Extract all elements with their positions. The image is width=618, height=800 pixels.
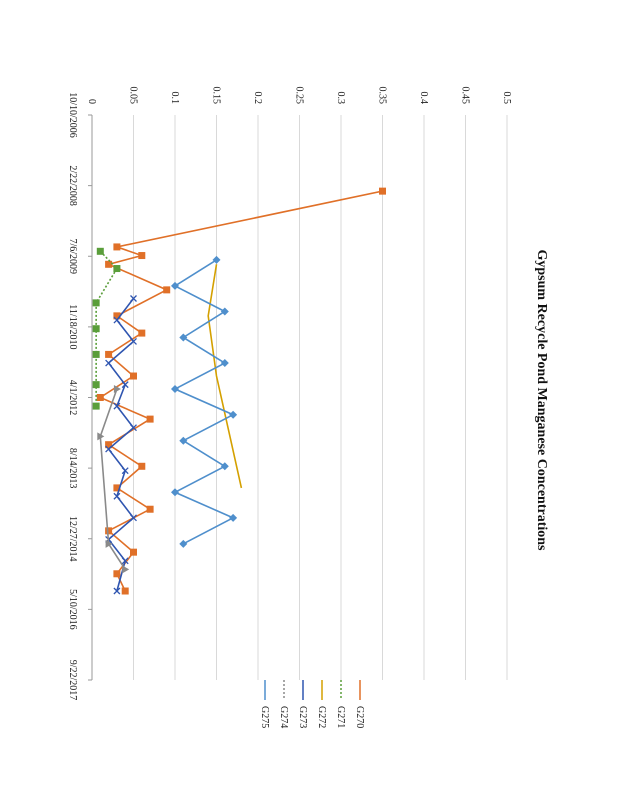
- x-tick-label: 2/22/2008: [67, 165, 78, 206]
- legend-item-g270: G270: [354, 680, 365, 728]
- series-g270: [96, 187, 386, 595]
- data-point: [113, 243, 121, 251]
- data-point: [121, 467, 129, 475]
- legend-label: G273: [297, 706, 308, 728]
- y-tick-label: 0.2: [252, 92, 263, 105]
- data-point: [138, 329, 146, 337]
- data-point: [105, 260, 113, 268]
- data-point: [146, 505, 154, 513]
- data-point: [113, 385, 121, 394]
- data-point: [113, 587, 121, 595]
- data-point: [113, 570, 121, 578]
- data-point: [92, 299, 100, 307]
- series-line: [107, 297, 135, 592]
- data-point: [105, 445, 113, 453]
- data-point: [130, 424, 137, 432]
- legend-label: G272: [316, 706, 327, 728]
- y-tick-label: 0.5: [501, 92, 512, 105]
- data-point: [113, 402, 121, 410]
- y-tick-label: 0.4: [418, 92, 429, 105]
- x-tick-label: 11/18/2010: [67, 304, 78, 349]
- chart-title: Gypsum Recycle Pond Manganese Concentrat…: [534, 250, 549, 552]
- legend-item-g273: G273: [297, 680, 308, 728]
- data-point: [122, 565, 130, 574]
- data-point: [130, 548, 137, 556]
- data-point: [220, 462, 229, 471]
- data-point: [229, 410, 238, 419]
- data-point: [121, 587, 129, 595]
- y-tick-label: 0.1: [169, 92, 180, 105]
- series-g275: [171, 255, 238, 548]
- data-point: [179, 436, 188, 445]
- data-point: [179, 333, 188, 342]
- data-point: [96, 247, 104, 255]
- data-point: [92, 325, 100, 333]
- data-point: [130, 295, 137, 302]
- data-point: [113, 492, 121, 500]
- data-point: [121, 381, 129, 389]
- data-point: [105, 539, 113, 548]
- legend-item-g275: G275: [259, 680, 270, 728]
- series-g272: [207, 264, 243, 489]
- data-point: [97, 432, 105, 441]
- x-tick-label: 10/10/2006: [67, 92, 78, 138]
- y-tick-label: 0: [86, 99, 97, 104]
- data-point: [163, 286, 171, 294]
- series-g273: [105, 295, 137, 595]
- series-line: [173, 259, 235, 545]
- data-point: [105, 359, 113, 367]
- data-point: [171, 281, 179, 290]
- series-g271: [92, 247, 121, 410]
- y-tick-label: 0.35: [377, 87, 388, 105]
- legend-label: G270: [354, 706, 365, 728]
- data-point: [113, 316, 121, 324]
- data-point: [113, 265, 121, 273]
- data-point: [96, 394, 104, 401]
- y-tick-label: 0.05: [128, 87, 139, 105]
- legend-label: G274: [278, 706, 289, 728]
- series-line: [207, 264, 243, 489]
- x-tick-label: 4/1/2012: [67, 380, 78, 416]
- data-point: [121, 557, 129, 565]
- x-tick-label: 9/22/2017: [67, 660, 78, 701]
- legend-label: G271: [335, 706, 346, 728]
- y-tick-label: 0.3: [335, 92, 346, 105]
- data-point: [179, 539, 188, 548]
- data-point: [146, 415, 154, 423]
- data-point: [171, 385, 179, 394]
- data-point: [220, 359, 229, 368]
- data-point: [212, 255, 221, 264]
- legend-item-g274: G274: [278, 680, 289, 728]
- data-point: [130, 337, 137, 345]
- x-tick-label: 8/14/2013: [67, 448, 78, 489]
- data-point: [92, 350, 100, 358]
- x-tick-label: 7/6/2009: [67, 238, 78, 274]
- data-point: [92, 402, 100, 410]
- data-point: [130, 514, 137, 522]
- legend-item-g271: G271: [335, 680, 346, 728]
- y-tick-label: 0.45: [460, 87, 471, 105]
- legend-label: G275: [259, 706, 270, 728]
- y-tick-label: 0.25: [294, 87, 305, 105]
- data-point: [130, 372, 137, 380]
- data-point: [138, 462, 146, 470]
- series-g274: [97, 385, 130, 574]
- data-point: [138, 252, 146, 260]
- y-tick-label: 0.15: [211, 87, 222, 105]
- legend-item-g272: G272: [316, 680, 327, 728]
- series-line: [99, 388, 126, 570]
- data-point: [220, 307, 229, 316]
- x-tick-label: 12/27/2014: [67, 516, 78, 562]
- data-point: [105, 350, 113, 358]
- data-point: [229, 513, 238, 522]
- data-point: [379, 187, 386, 195]
- x-tick-label: 5/10/2016: [67, 589, 78, 630]
- data-point: [105, 527, 113, 535]
- data-point: [171, 488, 179, 497]
- data-point: [92, 381, 100, 389]
